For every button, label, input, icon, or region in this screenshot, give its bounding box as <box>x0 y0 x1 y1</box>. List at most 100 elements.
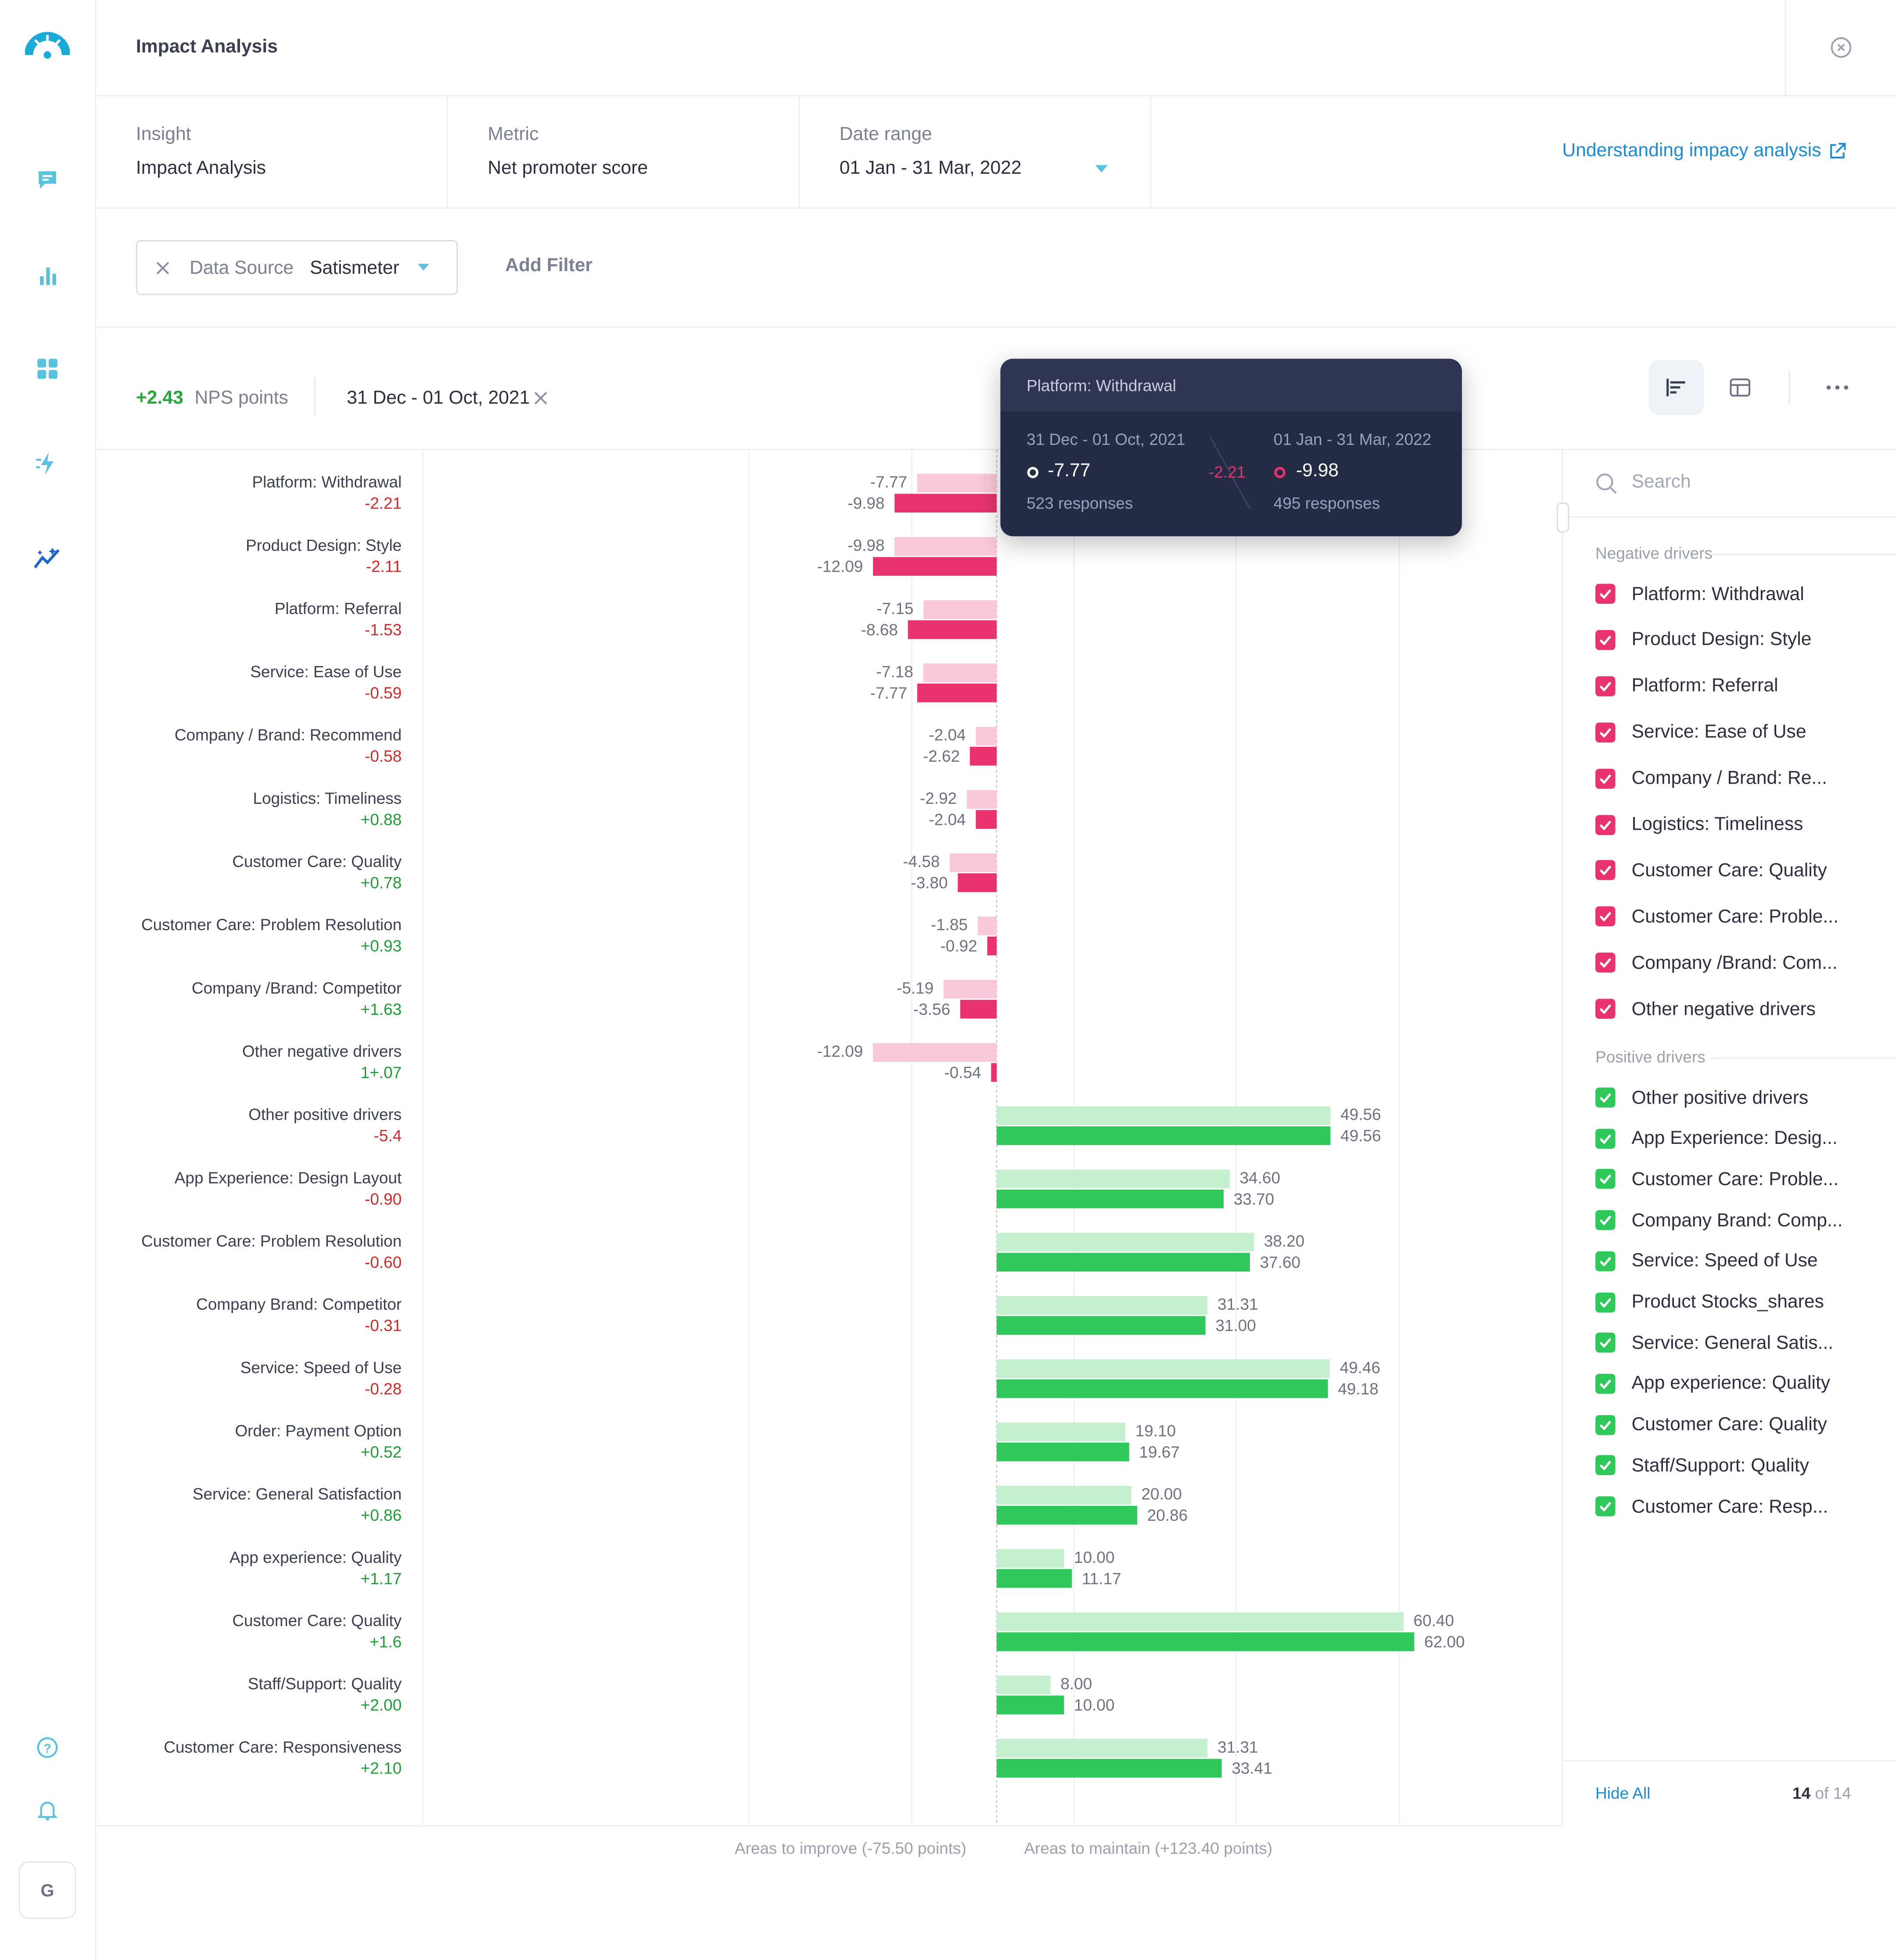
current-period-bar <box>996 1505 1137 1525</box>
user-avatar-button[interactable]: G <box>18 1861 76 1919</box>
checkmark-icon <box>1599 1379 1612 1389</box>
checkbox[interactable] <box>1595 1455 1616 1476</box>
positive-driver-item[interactable]: Service: General Satis... <box>1595 1328 1833 1358</box>
checkbox[interactable] <box>1595 1087 1616 1108</box>
more-options-button[interactable] <box>1810 360 1865 415</box>
negative-driver-item[interactable]: Other negative drivers <box>1595 994 1816 1024</box>
checkbox[interactable] <box>1595 1251 1616 1271</box>
negative-driver-item[interactable]: Company /Brand: Com... <box>1595 948 1838 978</box>
drivers-panel: Search Negative drivers Platform: Withdr… <box>1562 450 1896 1825</box>
visible-count: 14 of 14 <box>1792 1784 1851 1803</box>
automation-icon[interactable] <box>30 446 65 481</box>
positive-driver-item[interactable]: Staff/Support: Quality <box>1595 1451 1809 1480</box>
positive-driver-item[interactable]: Other positive drivers <box>1595 1082 1808 1112</box>
current-value-label: -7.77 <box>870 684 907 702</box>
previous-value-label: 34.60 <box>1240 1169 1280 1187</box>
tooltip-right-range: 01 Jan - 31 Mar, 2022 <box>1273 430 1432 449</box>
checkbox[interactable] <box>1595 1414 1616 1435</box>
help-icon[interactable]: ? <box>30 1730 65 1765</box>
checkbox[interactable] <box>1595 907 1616 927</box>
positive-driver-item[interactable]: Company Brand: Comp... <box>1595 1205 1842 1235</box>
metric-label: Metric <box>488 124 539 145</box>
checkbox[interactable] <box>1595 1292 1616 1312</box>
checkbox[interactable] <box>1595 860 1616 881</box>
driver-search[interactable]: Search <box>1563 450 1896 518</box>
remove-comparison-icon[interactable] <box>534 391 547 405</box>
negative-driver-item[interactable]: Product Design: Style <box>1595 625 1811 655</box>
driver-label: Service: Ease of Use <box>250 663 402 681</box>
positive-driver-item[interactable]: Customer Care: Resp... <box>1595 1491 1828 1521</box>
negative-driver-item[interactable]: Logistics: Timeliness <box>1595 810 1803 839</box>
metric-cell[interactable]: Metric Net promoter score <box>448 96 800 208</box>
search-input[interactable]: Search <box>1631 471 1691 493</box>
checkbox[interactable] <box>1595 722 1616 742</box>
help-link[interactable]: Understanding impacy analysis <box>1562 140 1846 161</box>
previous-value-label: 38.20 <box>1264 1232 1304 1250</box>
previous-value-label: -2.04 <box>929 726 966 744</box>
positive-driver-item[interactable]: Customer Care: Quality <box>1595 1410 1827 1440</box>
checkmark-icon <box>1599 820 1612 830</box>
hide-all-button[interactable]: Hide All <box>1595 1784 1651 1803</box>
positive-driver-label: Customer Care: Quality <box>1631 1414 1827 1435</box>
checkbox[interactable] <box>1595 676 1616 696</box>
bar-view-button[interactable] <box>1649 360 1704 415</box>
driver-delta-label: +1.17 <box>361 1569 402 1587</box>
driver-delta-label: +0.86 <box>361 1506 402 1524</box>
negative-driver-label: Logistics: Timeliness <box>1631 813 1803 835</box>
checkbox[interactable] <box>1595 768 1616 788</box>
checkbox[interactable] <box>1595 1169 1616 1190</box>
current-period-bar <box>958 873 997 892</box>
negative-driver-item[interactable]: Platform: Referral <box>1595 671 1778 701</box>
feedback-icon[interactable] <box>30 162 65 197</box>
positive-driver-item[interactable]: Product Stocks_shares <box>1595 1287 1824 1317</box>
driver-label: Company / Brand: Recommend <box>175 726 402 744</box>
positive-driver-item[interactable]: Service: Speed of Use <box>1595 1246 1818 1276</box>
checkbox[interactable] <box>1595 1496 1616 1516</box>
negative-driver-item[interactable]: Service: Ease of Use <box>1595 717 1806 747</box>
positive-driver-item[interactable]: App Experience: Desig... <box>1595 1123 1838 1153</box>
bar-chart-icon[interactable] <box>30 258 65 293</box>
current-value-label: 19.67 <box>1139 1443 1179 1461</box>
previous-period-bar <box>923 600 997 619</box>
checkbox[interactable] <box>1595 584 1616 604</box>
checkbox[interactable] <box>1595 1333 1616 1353</box>
dashboard-icon[interactable] <box>30 351 65 387</box>
remove-filter-icon[interactable] <box>156 261 169 274</box>
panel-resize-handle[interactable] <box>1556 502 1569 533</box>
checkbox[interactable] <box>1595 1373 1616 1394</box>
checkbox[interactable] <box>1595 999 1616 1019</box>
close-button[interactable] <box>1785 0 1896 95</box>
positive-driver-item[interactable]: App experience: Quality <box>1595 1369 1830 1398</box>
checkmark-icon <box>1599 1338 1612 1348</box>
positive-driver-item[interactable]: Customer Care: Proble... <box>1595 1165 1839 1194</box>
checkbox[interactable] <box>1595 1210 1616 1230</box>
checkmark-icon <box>1599 681 1612 691</box>
previous-period-bar <box>917 473 997 493</box>
negative-driver-item[interactable]: Platform: Withdrawal <box>1595 579 1804 609</box>
positive-driver-label: Company Brand: Comp... <box>1631 1209 1843 1231</box>
negative-driver-item[interactable]: Company / Brand: Re... <box>1595 763 1827 793</box>
add-filter-button[interactable]: Add Filter <box>505 255 592 276</box>
previous-period-bar <box>996 1233 1254 1252</box>
data-source-filter[interactable]: Data Source Satismeter <box>136 240 458 295</box>
negative-driver-item[interactable]: Customer Care: Proble... <box>1595 902 1839 932</box>
date-range-select[interactable]: Date range 01 Jan - 31 Mar, 2022 <box>800 96 1152 208</box>
checkbox[interactable] <box>1595 630 1616 650</box>
current-value-label: -2.04 <box>929 810 966 828</box>
checkbox[interactable] <box>1595 953 1616 973</box>
driver-label: App experience: Quality <box>230 1548 402 1566</box>
current-value-label: -3.56 <box>913 1000 950 1018</box>
negative-driver-item[interactable]: Customer Care: Quality <box>1595 856 1827 885</box>
checkbox[interactable] <box>1595 814 1616 835</box>
negative-driver-label: Customer Care: Proble... <box>1631 906 1839 928</box>
positive-driver-label: Service: Speed of Use <box>1631 1250 1818 1272</box>
table-view-button[interactable] <box>1713 360 1767 415</box>
insight-cell[interactable]: Insight Impact Analysis <box>96 96 448 208</box>
driver-delta-label: -0.59 <box>365 684 402 702</box>
notifications-bell-icon[interactable] <box>30 1792 65 1827</box>
checkbox[interactable] <box>1595 1128 1616 1149</box>
app-logo-icon[interactable] <box>25 28 70 65</box>
impact-analysis-icon[interactable] <box>30 540 65 575</box>
previous-period-bar <box>966 790 997 809</box>
negative-driver-label: Customer Care: Quality <box>1631 860 1827 881</box>
